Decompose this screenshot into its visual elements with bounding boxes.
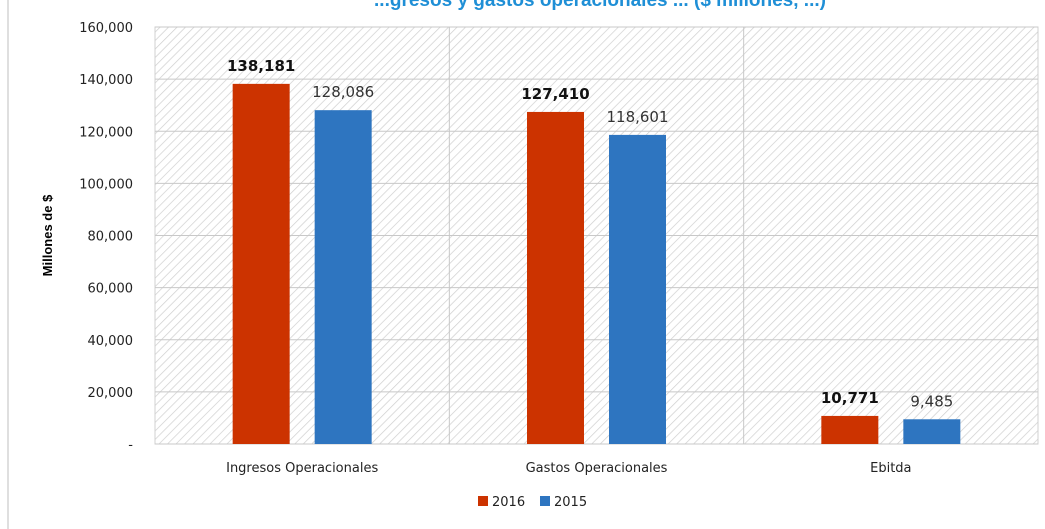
- y-tick-label: 80,000: [88, 230, 134, 245]
- y-tick-label: 160,000: [79, 21, 133, 36]
- data-label: 127,410: [521, 85, 589, 103]
- y-tick-label: 100,000: [79, 177, 133, 192]
- bar-2015: [314, 110, 372, 444]
- legend-swatch-2015: [540, 496, 550, 506]
- bars: [232, 83, 961, 445]
- data-label: 9,485: [910, 392, 953, 410]
- y-tick-label: 120,000: [79, 125, 133, 140]
- data-labels: 138,181 128,086 127,410 118,601 10,771 9,485: [227, 57, 953, 410]
- legend-label: 2015: [554, 495, 587, 510]
- x-axis: Ingresos Operacionales Gastos Operacional…: [226, 461, 911, 476]
- x-tick-label: Ebitda: [870, 461, 911, 476]
- y-tick-label: 20,000: [88, 386, 134, 401]
- bar-2016: [821, 415, 879, 444]
- bar-2015: [903, 419, 961, 444]
- y-tick-label: 40,000: [88, 334, 134, 349]
- legend-swatch-2016: [478, 496, 488, 506]
- y-tick-label: 140,000: [79, 73, 133, 88]
- gridlines: [155, 26, 1038, 445]
- bar-2015: [609, 134, 666, 444]
- y-axis-label: Millones de $: [40, 194, 55, 276]
- y-tick-label: -: [128, 438, 133, 453]
- data-label: 138,181: [227, 57, 295, 75]
- legend-label: 2016: [492, 495, 525, 510]
- data-label: 128,086: [312, 83, 374, 101]
- bar-2016: [527, 111, 584, 445]
- x-tick-label: Ingresos Operacionales: [226, 461, 378, 476]
- data-label: 10,771: [821, 389, 879, 407]
- legend: 2016 2015: [478, 495, 587, 510]
- data-label: 118,601: [606, 108, 668, 126]
- y-axis: - 20,000 40,000 60,000 80,000 100,000 120,000 1…: [79, 21, 133, 453]
- x-tick-label: Gastos Operacionales: [526, 461, 668, 476]
- chart-title: ...gresos y gastos operacionales ... ($ …: [374, 0, 826, 11]
- y-tick-label: 60,000: [88, 282, 134, 297]
- bar-2016: [232, 83, 290, 444]
